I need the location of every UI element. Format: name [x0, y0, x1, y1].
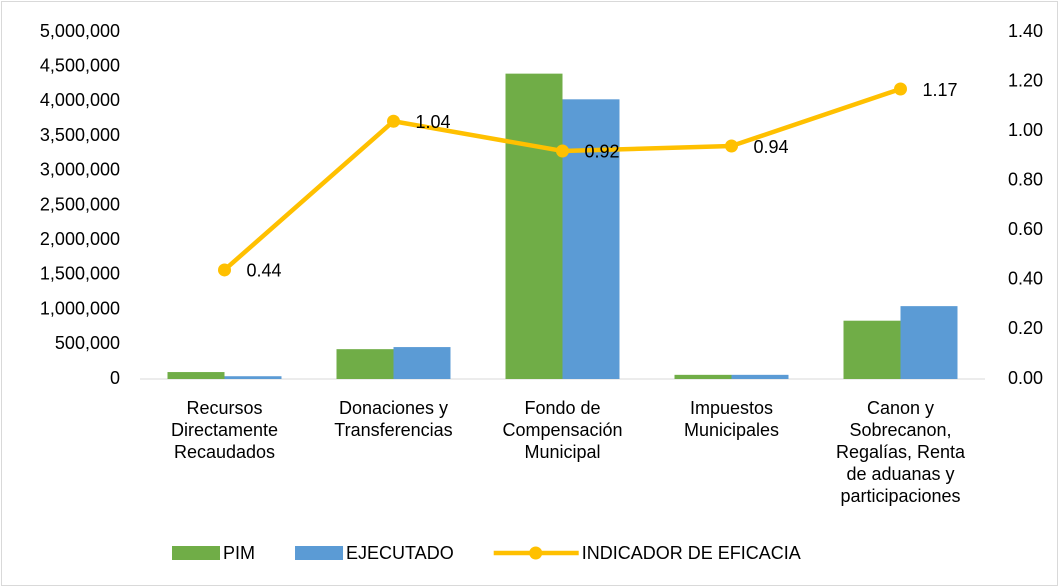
- line-marker: [556, 144, 569, 158]
- data-label: 0.94: [754, 137, 789, 157]
- y-tick-label: 3,000,000: [40, 160, 120, 180]
- line-marker: [894, 82, 907, 96]
- bar: [900, 306, 958, 379]
- line-marker: [725, 139, 738, 153]
- y2-tick-label: 1.40: [1008, 21, 1043, 41]
- legend-swatch: [529, 546, 543, 560]
- y2-tick-label: 1.20: [1008, 70, 1043, 90]
- data-label: 1.17: [923, 80, 958, 100]
- bar: [505, 73, 563, 379]
- y-tick-label: 4,500,000: [40, 55, 120, 75]
- x-tick-label: Impuestos Municipales: [683, 398, 780, 440]
- y2-tick-label: 0.40: [1008, 269, 1043, 289]
- bar: [336, 349, 394, 379]
- legend-label: INDICADOR DE EFICACIA: [582, 543, 801, 563]
- legend-swatch: [295, 546, 344, 560]
- data-label: 1.04: [416, 112, 451, 132]
- y-tick-label: 1,500,000: [40, 264, 120, 284]
- bar: [224, 376, 282, 379]
- x-tick-label: Fondo de Compensación Municipal: [502, 398, 623, 462]
- y-tick-label: 2,000,000: [40, 229, 120, 249]
- y-tick-label: 500,000: [55, 333, 120, 353]
- data-label: 0.92: [585, 142, 620, 162]
- legend-label: PIM: [223, 543, 255, 563]
- bar: [674, 374, 732, 379]
- bar: [167, 372, 225, 379]
- y-tick-label: 3,500,000: [40, 125, 120, 145]
- line-marker: [387, 114, 400, 128]
- bar: [731, 374, 789, 379]
- y2-tick-label: 0.20: [1008, 318, 1043, 338]
- y-tick-label: 5,000,000: [40, 21, 120, 41]
- legend-swatch: [172, 546, 220, 560]
- x-tick-label: Recursos Directamente Recaudados: [170, 398, 279, 462]
- line-marker: [218, 263, 231, 277]
- y2-tick-label: 0.00: [1008, 368, 1043, 388]
- legend-label: EJECUTADO: [346, 543, 454, 563]
- y-tick-label: 2,500,000: [40, 194, 120, 214]
- y2-tick-label: 0.80: [1008, 169, 1043, 189]
- bar: [393, 347, 451, 379]
- y-tick-label: 0: [110, 368, 120, 388]
- y-tick-label: 4,000,000: [40, 90, 120, 110]
- bar: [562, 99, 620, 380]
- x-tick-label: Donaciones y Transferencias: [334, 398, 453, 440]
- x-tick-label: Canon y Sobrecanon, Regalías, Renta de a…: [835, 398, 966, 506]
- y2-tick-label: 1.00: [1008, 120, 1043, 140]
- y-tick-label: 1,000,000: [40, 298, 120, 318]
- bar: [843, 320, 901, 379]
- y2-tick-label: 0.60: [1008, 219, 1043, 239]
- data-label: 0.44: [247, 261, 282, 281]
